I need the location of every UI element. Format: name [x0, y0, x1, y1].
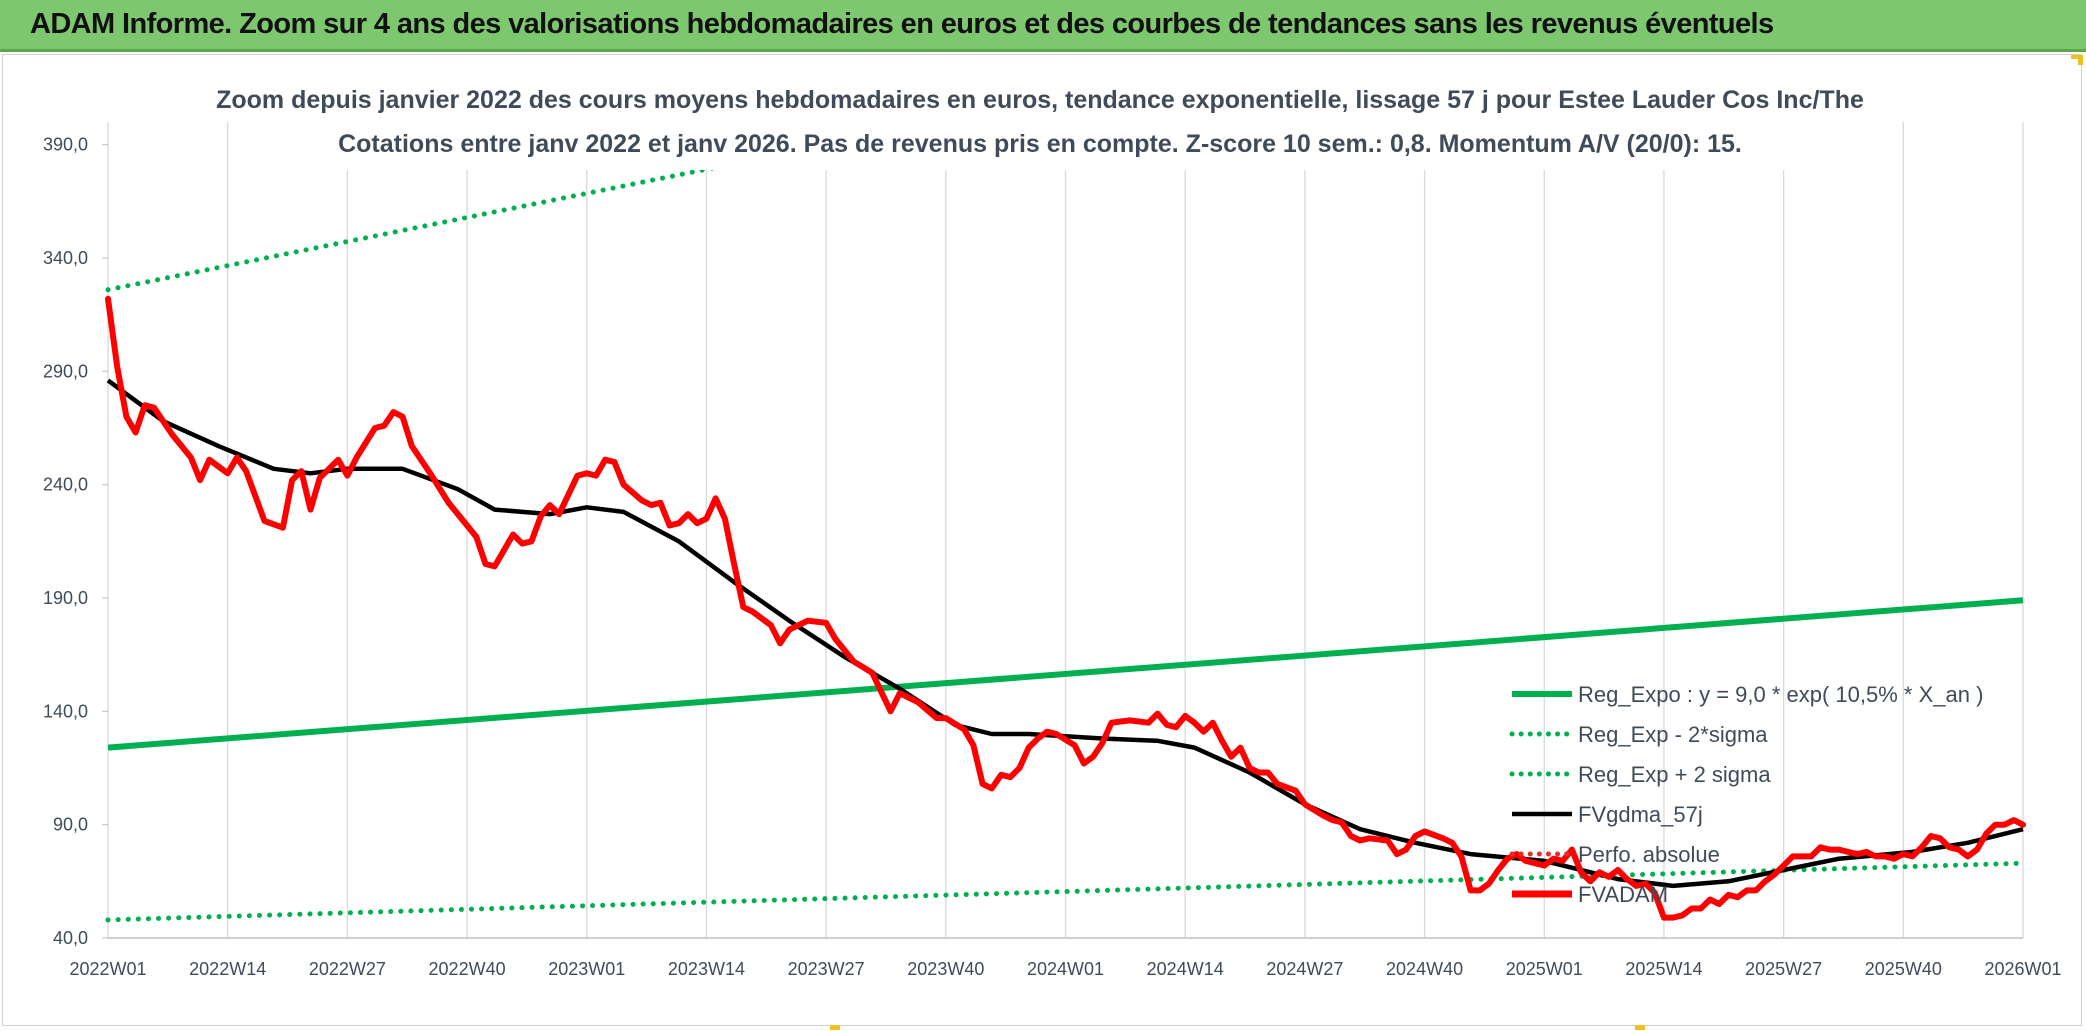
series-fvadam — [105, 295, 2026, 921]
legend-label: Reg_Exp - 2*sigma — [1578, 722, 1768, 747]
frame-corner-marker — [2071, 55, 2083, 59]
x-tick-label: 2022W14 — [189, 959, 266, 979]
x-tick-label: 2024W27 — [1266, 959, 1343, 979]
series-reg-exp-2-sigma — [105, 122, 955, 293]
y-tick-label: 190,0 — [43, 588, 88, 608]
y-tick-label: 340,0 — [43, 248, 88, 268]
report-banner: ADAM Informe. Zoom sur 4 ans des valoris… — [0, 0, 2086, 52]
x-tick-label: 2023W40 — [907, 959, 984, 979]
y-tick-label: 140,0 — [43, 701, 88, 721]
legend-label: FVgdma_57j — [1578, 802, 1703, 827]
chart-frame — [2, 54, 2082, 1026]
x-tick-label: 2022W40 — [429, 959, 506, 979]
gridlines — [107, 122, 2024, 939]
x-tick-label: 2025W01 — [1506, 959, 1583, 979]
series-lines — [105, 122, 2026, 923]
x-tick-label: 2025W40 — [1865, 959, 1942, 979]
x-tick-label: 2023W01 — [548, 959, 625, 979]
x-tick-label: 2023W14 — [668, 959, 745, 979]
chart-title-line2: Cotations entre janv 2022 et janv 2026. … — [338, 130, 1742, 158]
report-title: ADAM Informe. Zoom sur 4 ans des valoris… — [30, 8, 1774, 40]
x-tick-label: 2025W27 — [1745, 959, 1822, 979]
x-tick-label: 2023W27 — [788, 959, 865, 979]
y-axis-ticks: 40,0 90,0 140,0 190,0 240,0 290,0 340,0 390,0 — [43, 135, 108, 948]
legend-label: Perfo. absolue — [1578, 842, 1720, 867]
series-reg-exp-2-sigma — [105, 860, 2026, 923]
chart-title-line1: Zoom depuis janvier 2022 des cours moyen… — [216, 86, 1864, 114]
y-tick-label: 40,0 — [53, 928, 88, 948]
legend-label: FVADAM — [1578, 882, 1668, 907]
frame-corner-marker — [830, 1025, 840, 1030]
y-tick-label: 90,0 — [53, 815, 88, 835]
series-fvgdma-57j — [106, 378, 2024, 889]
x-tick-label: 2024W01 — [1027, 959, 1104, 979]
y-tick-label: 390,0 — [43, 135, 88, 155]
x-tick-label: 2025W14 — [1625, 959, 1702, 979]
legend-label: Reg_Expo : y = 9,0 * exp( 10,5% * X_an ) — [1578, 682, 1983, 707]
x-axis-ticks: 2022W01 2022W14 2022W27 2022W40 2023W01 2023W… — [69, 959, 2061, 979]
title-background — [262, 78, 1817, 170]
frame-corner-marker — [2078, 55, 2083, 65]
legend-label: Reg_Exp + 2 sigma — [1578, 762, 1771, 787]
y-tick-label: 290,0 — [43, 361, 88, 381]
series-reg-expo — [107, 597, 2024, 751]
x-tick-label: 2022W01 — [69, 959, 146, 979]
chart-title-block: Zoom depuis janvier 2022 des cours moyen… — [216, 78, 1864, 170]
x-tick-label: 2024W40 — [1386, 959, 1463, 979]
x-tick-label: 2022W27 — [309, 959, 386, 979]
frame-corner-marker — [1635, 1025, 1645, 1030]
x-tick-label: 2024W14 — [1147, 959, 1224, 979]
x-tick-label: 2026W01 — [1984, 959, 2061, 979]
y-tick-label: 240,0 — [43, 475, 88, 495]
chart-legend: Reg_Expo : y = 9,0 * exp( 10,5% * X_an )… — [1509, 682, 1983, 907]
